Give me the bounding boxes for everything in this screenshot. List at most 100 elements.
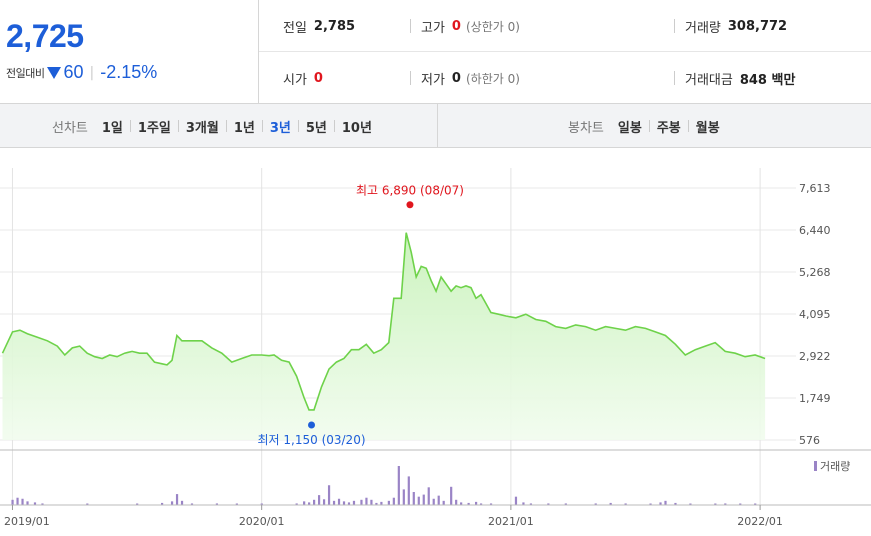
volume-bar — [739, 503, 742, 505]
y-tick-label: 6,440 — [799, 224, 831, 237]
y-tick-label: 5,268 — [799, 266, 831, 279]
volume-bar — [190, 503, 194, 505]
volume-bar — [664, 500, 667, 505]
volume-bar — [295, 503, 298, 505]
down-triangle-icon — [47, 66, 62, 79]
volume-bar — [427, 487, 430, 505]
volume-bar — [450, 486, 453, 505]
volume-bar — [136, 503, 139, 505]
y-tick-label: 4,095 — [799, 308, 831, 321]
volume-bar — [175, 494, 179, 505]
volume-bar — [412, 492, 415, 505]
volume-bar — [392, 497, 395, 505]
chart-annotations: 최고 6,890 (08/07) 최저 1,150 (03/20) — [258, 184, 464, 447]
change-percent: -2.15% — [100, 62, 158, 82]
current-price: 2,725 — [6, 18, 84, 54]
volume-bar — [432, 498, 435, 505]
x-tick-label: 2022/01 — [737, 515, 783, 528]
volume-bar — [397, 466, 400, 505]
max-marker — [406, 201, 414, 209]
volume-bar — [360, 499, 363, 505]
volume-bar — [41, 503, 44, 505]
line-chart-label: 선차트 — [52, 120, 88, 136]
volume-bar — [594, 503, 597, 505]
x-tick-label: 2021/01 — [488, 515, 534, 528]
volume-legend-swatch — [814, 461, 817, 471]
volume-bar — [460, 502, 463, 505]
candle-button-2[interactable]: 월봉 — [695, 120, 720, 136]
volume-bar — [547, 503, 550, 505]
volume-bars — [11, 466, 757, 505]
y-tick-label: 7,613 — [799, 182, 831, 195]
range-button-0[interactable]: 1일 — [101, 120, 123, 136]
range-button-4[interactable]: 3년 — [269, 120, 291, 136]
stats-row-1: 전일 2,785 고가 0 (상한가 0) 거래량 308,772 — [259, 0, 871, 52]
prev-close-value: 2,785 — [313, 18, 356, 34]
upper-limit: (상한가 0) — [465, 19, 520, 34]
x-axis: 2019/01 2020/01 2021/01 2022/01 — [4, 505, 783, 528]
candle-button-1[interactable]: 주봉 — [656, 120, 681, 136]
line-chart-ranges: 선차트 1일 1주일 3개월 1년 3년 5년 10년 — [52, 104, 372, 148]
volume-bar — [16, 497, 19, 505]
volume-bar — [317, 495, 321, 505]
high-value: 0 — [451, 18, 461, 34]
volume-bar — [170, 501, 174, 505]
volume-bar — [375, 502, 378, 505]
prev-close-label: 전일 — [283, 20, 307, 36]
volume-bar — [327, 485, 331, 505]
volume-bar — [724, 503, 727, 505]
price-area — [2, 232, 766, 440]
change-label: 전일대비 — [6, 66, 45, 80]
volume-bar — [689, 503, 692, 505]
toolbar-separator — [333, 120, 335, 132]
volume-bar — [332, 500, 336, 505]
volume-bar — [235, 503, 238, 505]
volume-bar — [467, 502, 470, 505]
volume-bar — [365, 497, 368, 505]
volume-bar — [624, 503, 627, 505]
change-amount: 60 — [63, 62, 84, 82]
volume-legend: 거래량 — [814, 460, 850, 473]
volume-bar — [754, 503, 757, 505]
volume-bar — [352, 500, 356, 505]
candle-button-0[interactable]: 일봉 — [617, 120, 642, 136]
range-button-5[interactable]: 5년 — [305, 120, 327, 136]
volume-bar — [33, 502, 37, 505]
volume-bar — [674, 502, 677, 505]
lower-limit: (하한가 0) — [465, 71, 520, 86]
volume-bar — [437, 495, 440, 505]
price-change-row: 전일대비 60 | -2.15% — [6, 62, 157, 83]
range-button-3[interactable]: 1년 — [233, 120, 255, 136]
price-line — [1, 232, 766, 411]
range-button-1[interactable]: 1주일 — [137, 120, 171, 136]
volume-value: 308,772 — [727, 18, 788, 34]
volume-bar — [529, 503, 533, 505]
range-button-2[interactable]: 3개월 — [185, 120, 219, 136]
volume-bar — [313, 499, 316, 505]
volume-cell: 거래량 308,772 — [674, 0, 787, 52]
y-axis: 7,613 6,440 5,268 4,095 2,922 1,749 576 — [799, 182, 831, 447]
volume-bar — [514, 496, 518, 505]
quote-header: 2,725 전일대비 60 | -2.15% 전일 2,785 고가 0 (상한… — [0, 0, 871, 104]
amount-value: 848 백만 — [739, 72, 796, 88]
toolbar-separator — [261, 120, 263, 132]
volume-bar — [215, 503, 219, 505]
x-tick-label: 2020/01 — [239, 515, 285, 528]
volume-bar — [26, 501, 29, 505]
toolbar-separator — [297, 120, 299, 132]
toolbar-separator — [177, 120, 179, 132]
max-label: 최고 6,890 (08/07) — [356, 184, 464, 198]
price-summary: 2,725 전일대비 60 | -2.15% — [0, 0, 259, 104]
range-button-6[interactable]: 10년 — [341, 120, 372, 136]
prev-close-cell: 전일 2,785 — [283, 0, 355, 52]
volume-bar — [21, 498, 24, 505]
toolbar-separator — [129, 120, 131, 132]
volume-bar — [407, 476, 410, 505]
x-tick-label: 2019/01 — [4, 515, 50, 528]
volume-bar — [380, 501, 383, 505]
volume-bar — [564, 503, 567, 505]
volume-bar — [337, 498, 341, 505]
y-tick-label: 576 — [799, 434, 820, 447]
volume-bar — [455, 499, 458, 505]
volume-bar — [11, 499, 14, 505]
